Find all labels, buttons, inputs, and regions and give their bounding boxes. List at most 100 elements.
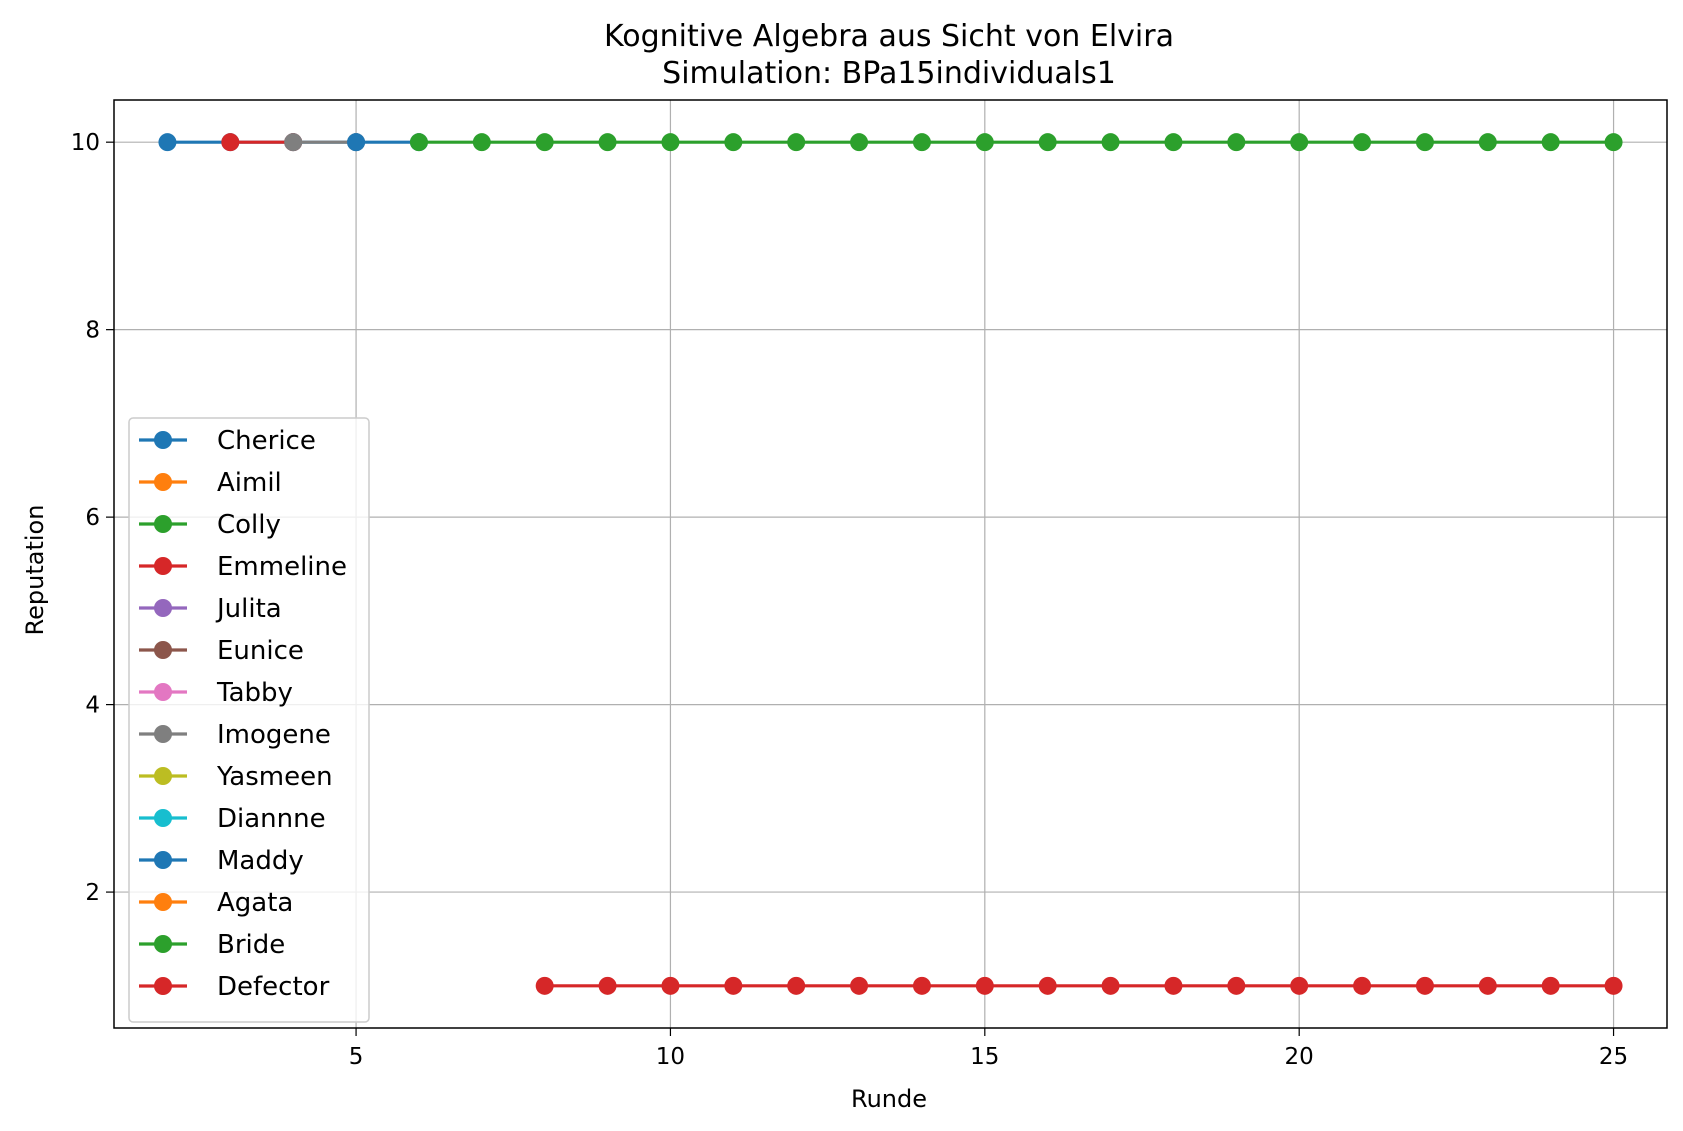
- data-point-bride: [598, 133, 617, 152]
- axis-ticks: 5 10 15 20 25 2 4 6 8 10: [71, 130, 1628, 1070]
- legend-label: Diannne: [217, 804, 326, 834]
- data-point-bride: [1227, 133, 1246, 152]
- data-point-maddy: [347, 133, 366, 152]
- data-point-imogene: [284, 133, 303, 152]
- data-point-defector: [1101, 976, 1120, 995]
- data-point-bride: [472, 133, 491, 152]
- data-point-bride: [1541, 133, 1560, 152]
- y-tick-label: 4: [85, 693, 100, 719]
- data-point-defector: [1478, 976, 1497, 995]
- legend-marker: [154, 641, 172, 659]
- plot-area-frame: [113, 99, 1668, 1029]
- legend-label: Julita: [215, 594, 282, 624]
- legend-marker: [154, 977, 172, 995]
- legend-label: Eunice: [217, 636, 304, 666]
- data-point-defector: [661, 976, 680, 995]
- legend-label: Imogene: [217, 720, 331, 750]
- legend-item-agata: Agata: [139, 888, 293, 918]
- legend-marker: [154, 683, 172, 701]
- legend-marker: [154, 893, 172, 911]
- y-tick-label: 6: [85, 505, 100, 531]
- data-point-cherice: [158, 133, 177, 152]
- legend-item-emmeline: Emmeline: [139, 552, 347, 582]
- data-point-bride: [1101, 133, 1120, 152]
- data-point-defector: [1541, 976, 1560, 995]
- data-point-defector: [598, 976, 617, 995]
- legend-item-julita: Julita: [139, 594, 282, 624]
- legend-marker: [154, 599, 172, 617]
- x-tick-label: 20: [1285, 1044, 1314, 1070]
- data-point-bride: [1038, 133, 1057, 152]
- data-point-defector: [535, 976, 554, 995]
- data-point-bride: [912, 133, 931, 152]
- data-point-defector: [787, 976, 806, 995]
- legend-marker: [154, 809, 172, 827]
- y-tick-label: 2: [85, 880, 100, 906]
- data-point-bride: [535, 133, 554, 152]
- chart-subtitle: Simulation: BPa15individuals1: [662, 56, 1116, 91]
- data-point-bride: [1353, 133, 1372, 152]
- legend-label: Defector: [217, 972, 330, 1002]
- legend-frame: [128, 417, 370, 1023]
- y-axis-label: Reputation: [21, 505, 49, 636]
- legend-label: Cherice: [217, 426, 316, 456]
- data-point-bride: [724, 133, 743, 152]
- data-point-defector: [724, 976, 743, 995]
- legend-label: Colly: [217, 510, 281, 540]
- data-point-emmeline: [221, 133, 240, 152]
- data-point-defector: [1353, 976, 1372, 995]
- data-point-defector: [1038, 976, 1057, 995]
- legend-label: Yasmeen: [216, 762, 333, 792]
- legend-marker: [154, 767, 172, 785]
- legend-label: Agata: [217, 888, 293, 918]
- legend-item-cherice: Cherice: [139, 426, 316, 456]
- legend-marker: [154, 473, 172, 491]
- legend-item-colly: Colly: [139, 510, 281, 540]
- legend-label: Aimil: [217, 468, 282, 498]
- data-point-bride: [1604, 133, 1623, 152]
- legend-marker: [154, 935, 172, 953]
- data-point-defector: [1227, 976, 1246, 995]
- legend-label: Bride: [217, 930, 285, 960]
- series-layer: [158, 133, 1623, 995]
- data-point-bride: [1164, 133, 1183, 152]
- legend-item-yasmeen: Yasmeen: [139, 762, 333, 792]
- legend-marker: [154, 725, 172, 743]
- data-point-bride: [975, 133, 994, 152]
- data-point-defector: [975, 976, 994, 995]
- legend-item-eunice: Eunice: [139, 636, 304, 666]
- data-point-bride: [661, 133, 680, 152]
- x-axis-label: Runde: [851, 1085, 927, 1113]
- chart-title: Kognitive Algebra aus Sicht von Elvira: [604, 19, 1174, 54]
- legend-item-diannne: Diannne: [139, 804, 326, 834]
- data-point-bride: [787, 133, 806, 152]
- data-point-bride: [1478, 133, 1497, 152]
- data-point-defector: [1290, 976, 1309, 995]
- x-tick-label: 5: [349, 1044, 364, 1070]
- legend-marker: [154, 557, 172, 575]
- y-tick-label: 10: [71, 130, 100, 156]
- data-point-defector: [912, 976, 931, 995]
- legend-label: Emmeline: [217, 552, 347, 582]
- series-bride: [409, 133, 1623, 152]
- data-point-bride: [1290, 133, 1309, 152]
- legend-item-imogene: Imogene: [139, 720, 331, 750]
- data-point-defector: [850, 976, 869, 995]
- legend-item-defector: Defector: [139, 972, 330, 1002]
- y-tick-label: 8: [85, 318, 100, 344]
- legend-marker: [154, 515, 172, 533]
- legend-label: Tabby: [216, 678, 293, 708]
- data-point-bride: [409, 133, 428, 152]
- legend-marker: [154, 431, 172, 449]
- data-point-defector: [1604, 976, 1623, 995]
- legend: Cherice Aimil Colly Emmeline Julita Eunice Tab…: [128, 417, 370, 1023]
- legend-item-tabby: Tabby: [139, 678, 293, 708]
- data-point-bride: [1415, 133, 1434, 152]
- legend-item-maddy: Maddy: [139, 846, 304, 876]
- legend-marker: [154, 851, 172, 869]
- legend-label: Maddy: [217, 846, 304, 876]
- x-tick-label: 15: [970, 1044, 999, 1070]
- data-point-bride: [850, 133, 869, 152]
- legend-item-aimil: Aimil: [139, 468, 282, 498]
